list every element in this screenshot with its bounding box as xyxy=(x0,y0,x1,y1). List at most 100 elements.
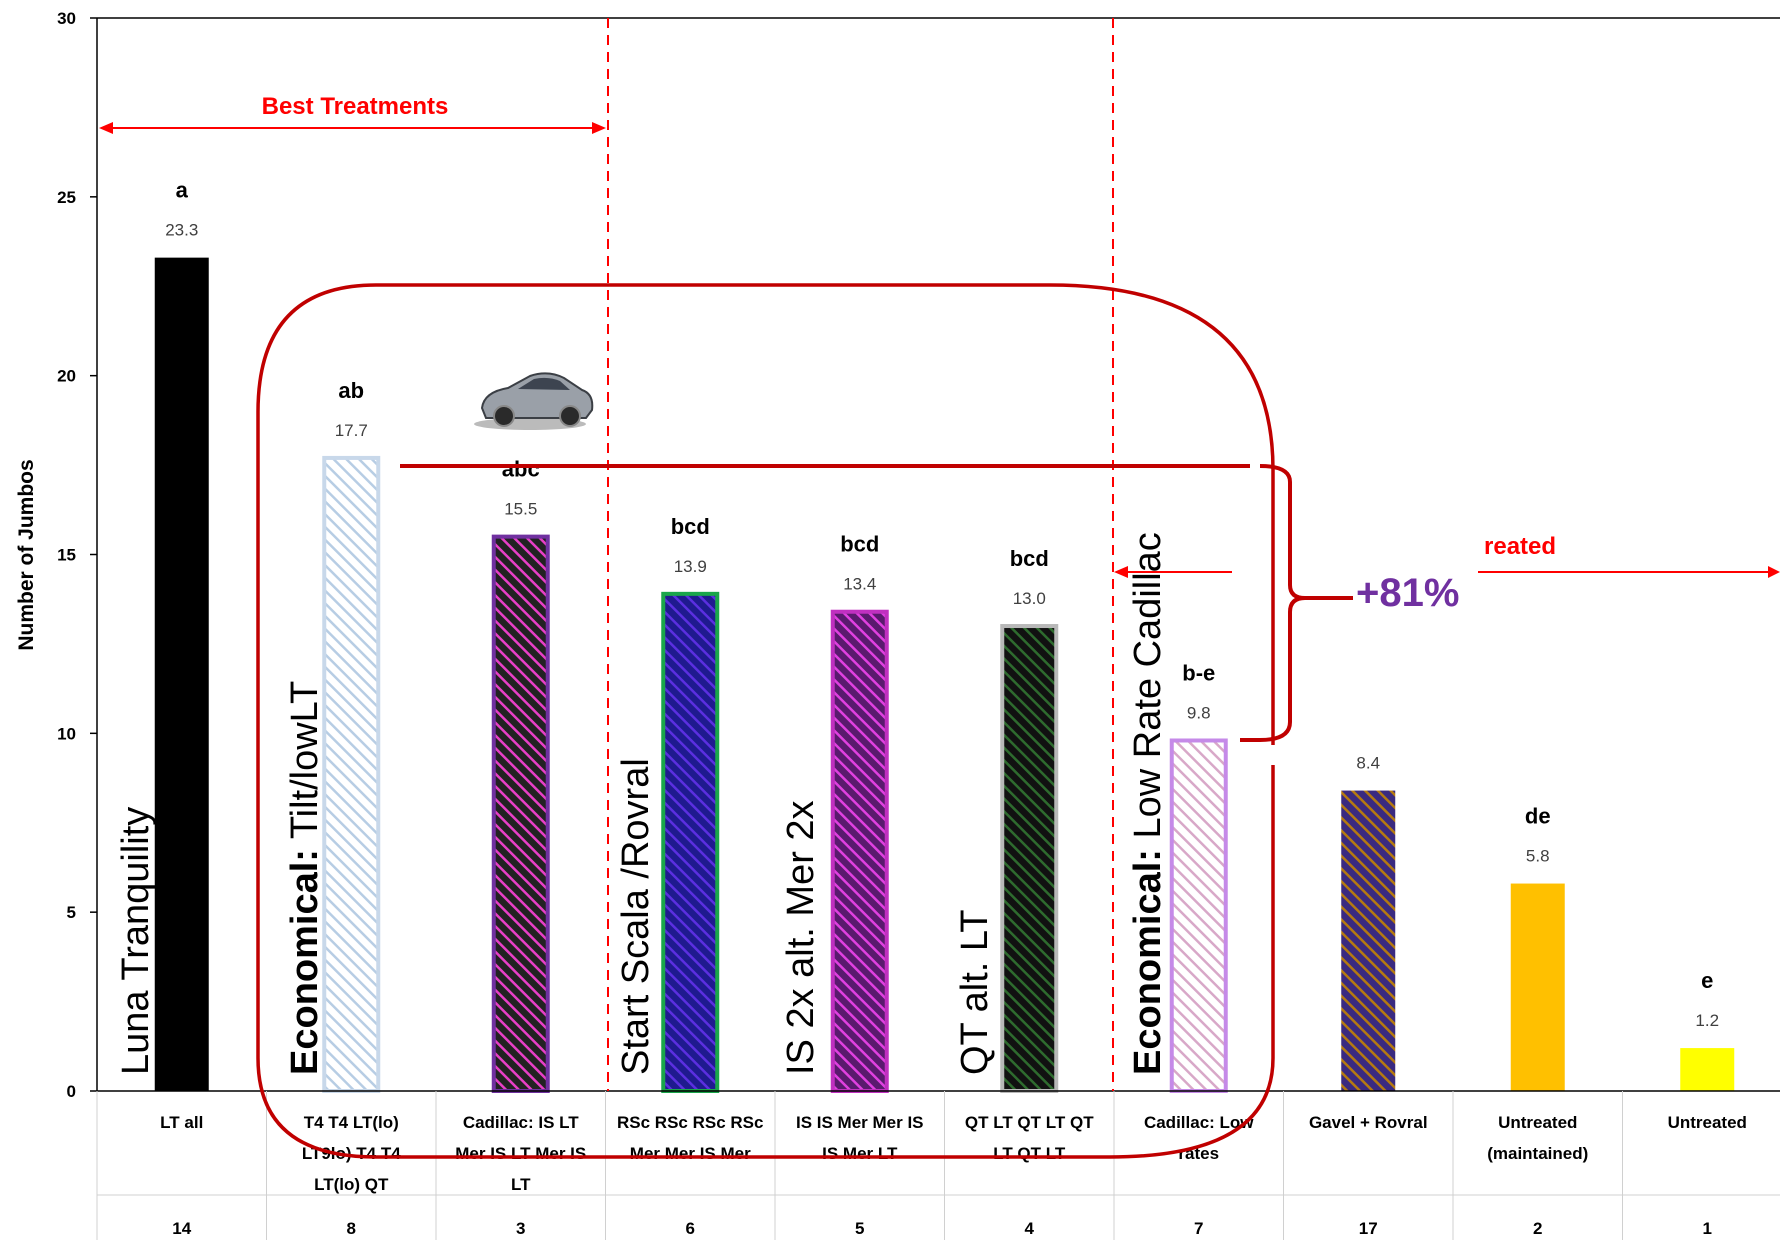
y-axis: 0 5 10 15 20 25 30 Number of Jumbos xyxy=(15,9,1780,1101)
bar-group: 15.5 abc xyxy=(491,457,550,1093)
data-label: 13.9 xyxy=(674,557,707,576)
bar xyxy=(1169,738,1228,1094)
data-label: 8.4 xyxy=(1356,754,1380,773)
data-label: 5.8 xyxy=(1526,847,1550,866)
car-window xyxy=(518,377,570,390)
vertical-treatment-label: Economical: Tilt/lowLT xyxy=(284,681,326,1075)
data-label: 13.4 xyxy=(843,575,876,594)
untreated-partial-label: reated xyxy=(1484,533,1556,560)
rounded-box-overlay xyxy=(256,283,1282,1159)
bar xyxy=(1000,624,1059,1093)
label-text-part: Start Scala /Rovral xyxy=(615,758,657,1075)
bar xyxy=(830,609,889,1094)
untreated-annotation: reated xyxy=(1114,533,1780,578)
vertical-treatment-label: Luna Tranquility xyxy=(115,807,157,1075)
data-label: 23.3 xyxy=(165,221,198,240)
label-text-part: Luna Tranquility xyxy=(115,807,157,1075)
bar-group: 5.8 de xyxy=(1510,804,1565,1091)
replicate-number: 17 xyxy=(1359,1219,1378,1238)
bar-group: 8.4 xyxy=(1341,754,1396,1091)
category-label: Untreated xyxy=(1668,1113,1747,1132)
bar-group: 17.7 ab xyxy=(322,378,381,1093)
significance-letters: b-e xyxy=(1182,660,1215,685)
y-axis-title: Number of Jumbos xyxy=(15,459,38,650)
label-bold-part: Economical: xyxy=(284,849,326,1075)
bracket-shape xyxy=(1240,464,1353,742)
data-label: 9.8 xyxy=(1187,703,1211,722)
label-text-part: Tilt/lowLT xyxy=(284,681,326,849)
label-bold-part: Economical: xyxy=(1127,849,1169,1075)
category-label: Untreated (maintained) xyxy=(1487,1113,1588,1163)
replicate-number: 8 xyxy=(347,1219,356,1238)
significance-letters: ab xyxy=(338,378,364,403)
rounded-box xyxy=(256,283,1275,1159)
vertical-treatment-label: IS 2x alt. Mer 2x xyxy=(780,800,822,1075)
car-wheel-front xyxy=(493,405,515,427)
car-picture xyxy=(474,372,594,430)
bar-group: 13.4 bcd xyxy=(830,532,889,1094)
bar xyxy=(1341,790,1396,1091)
category-label: Gavel + Rovral xyxy=(1309,1113,1428,1132)
bar xyxy=(154,257,209,1091)
bar-group: 23.3 a xyxy=(154,178,209,1091)
best-treatments-annotation: Best Treatments xyxy=(99,93,606,134)
bars-layer: 23.3 a 17.7 ab 15.5 abc 13.9 bcd 13.4 bcd 13.0 bcd 9… xyxy=(154,178,1735,1094)
vertical-treatment-label: Start Scala /Rovral xyxy=(615,758,657,1075)
data-label: 13.0 xyxy=(1013,589,1046,608)
y-tick-label: 25 xyxy=(57,188,76,207)
bar-group: 1.2 e xyxy=(1680,968,1735,1091)
arrow-head-right xyxy=(592,122,606,134)
arrow-head-left-2 xyxy=(1114,566,1128,578)
significance-letters: a xyxy=(176,178,189,203)
y-tick-label: 10 xyxy=(57,724,76,743)
vertical-treatment-labels: Luna Tranquility Economical: Tilt/lowLT St… xyxy=(115,532,1169,1075)
significance-letters: bcd xyxy=(1010,546,1049,571)
replicate-number: 1 xyxy=(1703,1219,1712,1238)
y-tick-label: 30 xyxy=(57,9,76,28)
replicate-number: 5 xyxy=(855,1219,864,1238)
vertical-treatment-label: QT alt. LT xyxy=(954,910,996,1075)
label-text-part: QT alt. LT xyxy=(954,910,996,1075)
significance-letters: abc xyxy=(502,457,540,482)
bar xyxy=(661,591,720,1093)
replicate-number: 3 xyxy=(516,1219,525,1238)
y-tick-labels: 0 5 10 15 20 25 30 xyxy=(57,9,97,1101)
significance-letters: e xyxy=(1701,968,1713,993)
car-wheel-rear xyxy=(559,405,581,427)
y-tick-label: 5 xyxy=(67,903,76,922)
bar-group: 9.8 b-e xyxy=(1169,660,1228,1094)
significance-letters: bcd xyxy=(840,532,879,557)
percent-increase: +81% xyxy=(1356,571,1459,615)
bar-group: 13.9 bcd xyxy=(661,514,720,1093)
bar xyxy=(1680,1048,1735,1091)
data-label: 15.5 xyxy=(504,500,537,519)
category-label: T4 T4 LT(lo) LT9lo) T4 T4 LT(lo) QT xyxy=(302,1113,401,1194)
replicate-number: 4 xyxy=(1025,1219,1035,1238)
dashed-separators xyxy=(607,18,1114,1091)
replicate-number: 14 xyxy=(172,1219,191,1238)
bar xyxy=(322,455,381,1093)
category-label: LT all xyxy=(160,1113,203,1132)
box-gap-mask xyxy=(1266,745,1282,765)
y-tick-label: 15 xyxy=(57,546,76,565)
significance-letters: de xyxy=(1525,804,1551,829)
data-label: 17.7 xyxy=(335,421,368,440)
comparison-bracket: +81% xyxy=(400,464,1459,742)
y-tick-label: 20 xyxy=(57,367,76,386)
y-tick-label: 0 xyxy=(67,1082,76,1101)
bar xyxy=(491,534,550,1093)
significance-letters: bcd xyxy=(671,514,710,539)
data-label: 1.2 xyxy=(1695,1011,1719,1030)
bar-group: 13.0 bcd xyxy=(1000,546,1059,1093)
arrow-head-left xyxy=(99,122,113,134)
replicate-number: 2 xyxy=(1533,1219,1542,1238)
vertical-treatment-label: Economical: Low Rate Cadillac xyxy=(1127,532,1169,1075)
best-treatments-label: Best Treatments xyxy=(262,93,449,120)
category-label: Cadillac: IS LT Mer IS LT Mer IS LT xyxy=(455,1113,586,1194)
label-text-part: IS 2x alt. Mer 2x xyxy=(780,800,822,1075)
arrow-head-right-2 xyxy=(1768,566,1780,578)
bar xyxy=(1510,883,1565,1091)
label-text-part: Low Rate Cadillac xyxy=(1127,532,1169,849)
